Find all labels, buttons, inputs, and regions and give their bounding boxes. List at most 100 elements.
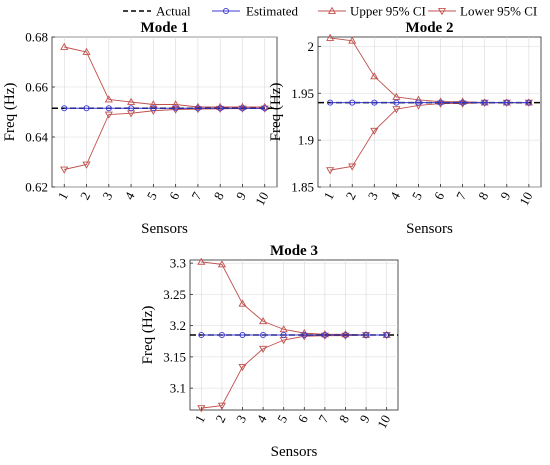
x-axis-label: Sensors	[141, 221, 188, 237]
x-tick-label: 7	[453, 189, 470, 202]
y-axis-label: Freq (Hz)	[2, 83, 18, 142]
data-point	[348, 163, 357, 171]
data-point	[342, 331, 349, 339]
data-point	[327, 99, 334, 106]
legend: Actual Estimated Upper 95% CI Lower 95% CI	[123, 4, 537, 19]
x-tick-label: 2	[77, 189, 93, 202]
data-point	[341, 332, 350, 340]
data-point	[259, 317, 268, 325]
data-point	[194, 105, 201, 112]
data-point	[458, 100, 467, 108]
data-point	[238, 299, 247, 307]
y-tick-label: 1.95	[291, 86, 314, 101]
data-point	[383, 331, 390, 339]
y-tick-label: 1.9	[298, 133, 314, 148]
x-tick-label: 6	[431, 189, 448, 202]
data-point	[371, 99, 378, 106]
y-axis-label: Freq (Hz)	[268, 83, 284, 142]
data-point	[363, 331, 370, 339]
data-point	[239, 105, 246, 112]
x-tick-label: 2	[212, 412, 228, 425]
data-point	[301, 331, 308, 339]
data-point	[261, 105, 268, 112]
data-point	[279, 325, 288, 333]
data-point	[150, 105, 157, 112]
data-point	[370, 72, 379, 80]
data-point	[320, 332, 329, 340]
data-point	[280, 331, 287, 339]
data-point	[348, 36, 357, 44]
data-point	[172, 105, 179, 112]
data-point	[217, 402, 226, 410]
y-tick-label: 0.68	[25, 30, 48, 45]
data-point	[149, 100, 158, 108]
x-tick-label: 9	[356, 412, 372, 425]
data-point	[370, 127, 379, 135]
data-point	[321, 331, 328, 339]
data-point	[436, 100, 445, 108]
data-point	[503, 99, 510, 106]
x-tick-label: 8	[475, 189, 491, 202]
x-tick-label: 3	[233, 412, 249, 425]
data-point	[83, 105, 90, 112]
y-tick-label: 3.1	[170, 381, 186, 396]
data-point	[104, 111, 113, 119]
data-point	[393, 99, 400, 106]
y-tick-label: 3.2	[170, 318, 186, 333]
x-tick-label: 4	[387, 189, 404, 202]
chart-title: Mode 1	[141, 20, 189, 36]
data-point	[197, 257, 206, 265]
x-tick-label: 9	[497, 189, 513, 202]
x-tick-label: 8	[336, 412, 352, 425]
data-point	[127, 97, 136, 105]
data-point	[218, 331, 225, 339]
data-point	[216, 105, 225, 113]
data-point	[392, 92, 401, 100]
legend-marker	[437, 8, 447, 16]
x-tick-label: 4	[253, 412, 270, 425]
y-tick-label: 0.64	[25, 130, 48, 145]
data-point	[217, 260, 226, 268]
data-point	[60, 166, 69, 174]
chart-title: Mode 2	[406, 20, 454, 36]
x-tick-label: 6	[295, 412, 312, 425]
legend-item-estimated: Estimated	[212, 4, 298, 19]
data-point	[259, 345, 268, 353]
x-tick-label: 5	[409, 189, 425, 202]
x-axis-label: Sensors	[271, 444, 318, 460]
series-estimated	[61, 105, 268, 112]
x-tick-label: 7	[315, 412, 332, 425]
y-tick-label: 3.3	[170, 256, 186, 271]
x-tick-label: 3	[365, 189, 381, 202]
x-tick-label: 4	[121, 189, 138, 202]
x-tick-label: 1	[192, 412, 208, 425]
x-tick-label: 8	[211, 189, 227, 202]
x-tick-label: 7	[188, 189, 205, 202]
x-tick-label: 2	[343, 189, 359, 202]
data-point	[197, 405, 206, 413]
plot-area	[317, 36, 542, 188]
data-point	[217, 105, 224, 112]
y-tick-label: 0.66	[25, 80, 48, 95]
data-point	[198, 331, 205, 339]
data-point	[82, 161, 91, 169]
x-tick-label: 1	[320, 189, 336, 202]
y-tick-label: 3.25	[163, 287, 186, 302]
chart-mode-1: 0.62 0.64 0.66 0.68 1 2 3 4 5 6 7 8 9 10 Mode 1 Sensors…	[2, 20, 278, 237]
data-point	[481, 99, 488, 106]
x-tick-label: 5	[144, 189, 160, 202]
y-tick-label: 0.62	[25, 180, 48, 195]
data-point	[105, 105, 112, 112]
data-point	[459, 99, 466, 106]
data-point	[341, 330, 350, 338]
data-point	[326, 33, 335, 41]
x-tick-label: 9	[233, 189, 249, 202]
legend-label: Upper 95% CI	[350, 4, 426, 19]
data-point	[239, 331, 246, 339]
y-tick-label: 1.85	[291, 180, 314, 195]
legend-marker	[222, 7, 230, 15]
x-tick-label: 6	[166, 189, 183, 202]
y-tick-label: 2	[308, 39, 315, 54]
